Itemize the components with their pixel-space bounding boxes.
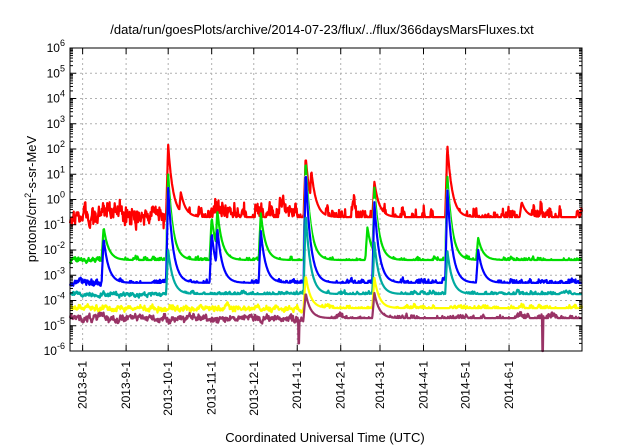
y-tick-exponent: 5 — [60, 63, 65, 73]
y-tick-label: 10-2 — [44, 240, 65, 257]
y-tick-label: 10-6 — [44, 341, 65, 358]
y-tick-exponent: -3 — [57, 265, 65, 275]
y-tick-label: 10-1 — [44, 215, 65, 232]
y-tick-exponent: 6 — [60, 38, 65, 48]
y-tick-base: 10 — [44, 344, 58, 358]
series-line-6 — [69, 276, 584, 314]
x-tick-label: 2013-12-1 — [247, 361, 261, 416]
x-tick-label: 2014-5-1 — [459, 361, 473, 409]
data-series — [68, 143, 584, 353]
y-tick-base: 10 — [47, 92, 61, 106]
y-tick-base: 10 — [44, 294, 58, 308]
y-tick-label: 100 — [47, 190, 65, 207]
y-tick-base: 10 — [44, 319, 58, 333]
y-tick-exponent: 0 — [60, 190, 65, 200]
y-tick-exponent: -2 — [57, 240, 65, 250]
x-tick-label: 2014-4-1 — [416, 361, 430, 409]
y-tick-label: 105 — [47, 63, 65, 80]
y-tick-base: 10 — [47, 193, 61, 207]
series-line-1 — [68, 143, 584, 231]
series-line-4 — [68, 175, 583, 287]
y-axis: 10-610-510-410-310-210-11001011021031041… — [44, 38, 582, 358]
y-tick-base: 10 — [47, 117, 61, 131]
y-tick-base: 10 — [44, 218, 58, 232]
y-tick-exponent: -4 — [57, 291, 65, 301]
y-tick-label: 106 — [47, 38, 65, 55]
x-axis: 2013-8-1 2013-9-1 2013-10-1 2013-11-1 2013-1… — [76, 48, 516, 416]
y-axis-label: protons/cm2-s-sr-MeV — [23, 135, 39, 262]
y-tick-exponent: -5 — [57, 316, 65, 326]
series-line-7 — [68, 291, 583, 353]
y-tick-label: 103 — [47, 114, 65, 131]
y-tick-exponent: 3 — [60, 114, 65, 124]
series-line-3 — [68, 175, 583, 276]
y-tick-base: 10 — [47, 167, 61, 181]
x-tick-label: 2013-9-1 — [119, 361, 133, 409]
y-tick-label: 10-3 — [44, 265, 65, 282]
y-tick-label: 10-4 — [44, 291, 65, 308]
chart-title: /data/run/goesPlots/archive/2014-07-23/f… — [110, 22, 534, 37]
x-tick-label: 2013-10-1 — [161, 361, 175, 416]
x-tick-label: 2014-1-1 — [290, 361, 304, 409]
y-tick-base: 10 — [44, 243, 58, 257]
x-tick-label: 2013-8-1 — [76, 361, 90, 409]
y-tick-label: 104 — [47, 89, 65, 106]
x-tick-label: 2014-6-1 — [502, 361, 516, 409]
y-tick-exponent: -6 — [57, 341, 65, 351]
y-tick-exponent: 4 — [60, 89, 65, 99]
y-tick-base: 10 — [44, 268, 58, 282]
y-tick-base: 10 — [47, 142, 61, 156]
x-tick-label: 2014-3-1 — [373, 361, 387, 409]
y-tick-base: 10 — [47, 41, 61, 55]
y-tick-exponent: 1 — [60, 164, 65, 174]
y-tick-label: 102 — [47, 139, 65, 156]
y-tick-label: 10-5 — [44, 316, 65, 333]
x-axis-label: Coordinated Universal Time (UTC) — [225, 430, 424, 445]
series-line-2 — [68, 164, 583, 265]
y-tick-exponent: -1 — [57, 215, 65, 225]
y-axis-label-superscript: 2 — [23, 193, 33, 198]
series-line-5 — [69, 216, 583, 299]
y-axis-label-main: protons/cm — [24, 198, 39, 262]
y-tick-base: 10 — [47, 66, 61, 80]
y-axis-label-unit: -s-sr-MeV — [24, 135, 39, 192]
x-tick-label: 2013-11-1 — [205, 361, 219, 415]
y-tick-exponent: 2 — [60, 139, 65, 149]
y-tick-label: 101 — [47, 164, 65, 181]
x-tick-label: 2014-2-1 — [334, 361, 348, 409]
